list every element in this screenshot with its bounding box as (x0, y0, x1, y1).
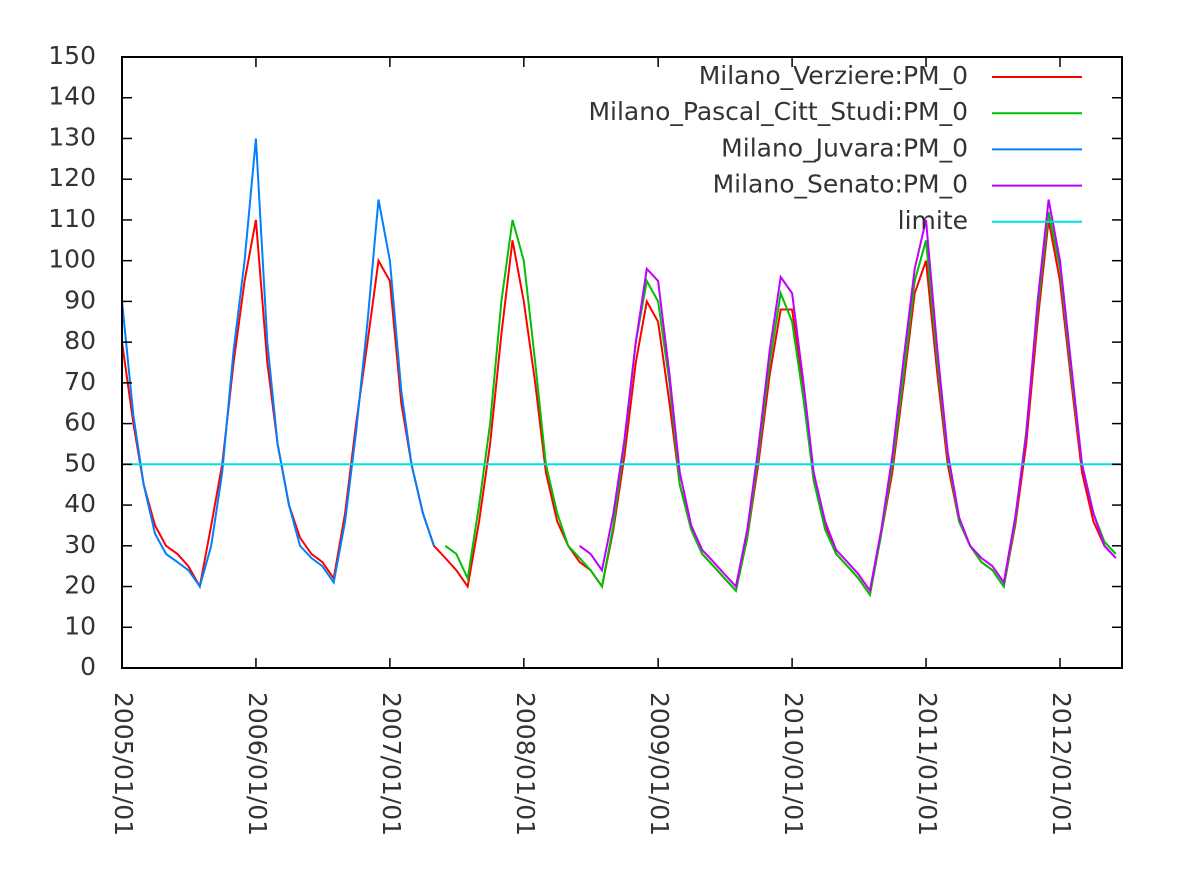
series-line (444, 211, 1117, 598)
y-tick-label: 110 (48, 204, 96, 233)
frame (121, 56, 1123, 669)
x-tick-label: 2005/01/01 (109, 692, 138, 836)
x-tick-label: 2011/01/01 (913, 692, 942, 836)
x-tick-label: 2006/01/01 (243, 692, 272, 836)
x-tick-label: 2012/01/01 (1047, 692, 1076, 836)
y-tick-label: 50 (64, 448, 96, 477)
series-line (122, 138, 435, 589)
y-tick-label: 90 (64, 285, 96, 314)
y-tick-label: 140 (48, 82, 96, 111)
y-tick-label: 130 (48, 122, 96, 151)
plot-area (122, 138, 1122, 598)
y-tick-label: 60 (64, 408, 96, 437)
x-tick-label: 2010/01/01 (779, 692, 808, 836)
y-tick-label: 20 (64, 571, 96, 600)
x-tick-label: 2008/01/01 (511, 692, 540, 836)
y-tick-label: 30 (64, 530, 96, 559)
legend-label: limite (898, 206, 968, 235)
series-line (579, 199, 1117, 594)
y-tick-label: 0 (80, 652, 96, 681)
legend-label: Milano_Pascal_Citt_Studi:PM_0 (588, 97, 968, 126)
y-tick-label: 10 (64, 611, 96, 640)
x-tick-label: 2009/01/01 (645, 692, 674, 836)
y-tick-label: 150 (48, 41, 96, 70)
y-tick-label: 70 (64, 367, 96, 396)
legend-label: Milano_Verziere:PM_0 (699, 61, 968, 90)
legend-label: Milano_Senato:PM_0 (713, 170, 968, 199)
y-tick-label: 100 (48, 245, 96, 274)
legend-label: Milano_Juvara:PM_0 (721, 133, 968, 162)
y-tick-label: 120 (48, 163, 96, 192)
x-tick-label: 2007/01/01 (377, 692, 406, 836)
y-tick-label: 80 (64, 326, 96, 355)
y-tick-label: 40 (64, 489, 96, 518)
